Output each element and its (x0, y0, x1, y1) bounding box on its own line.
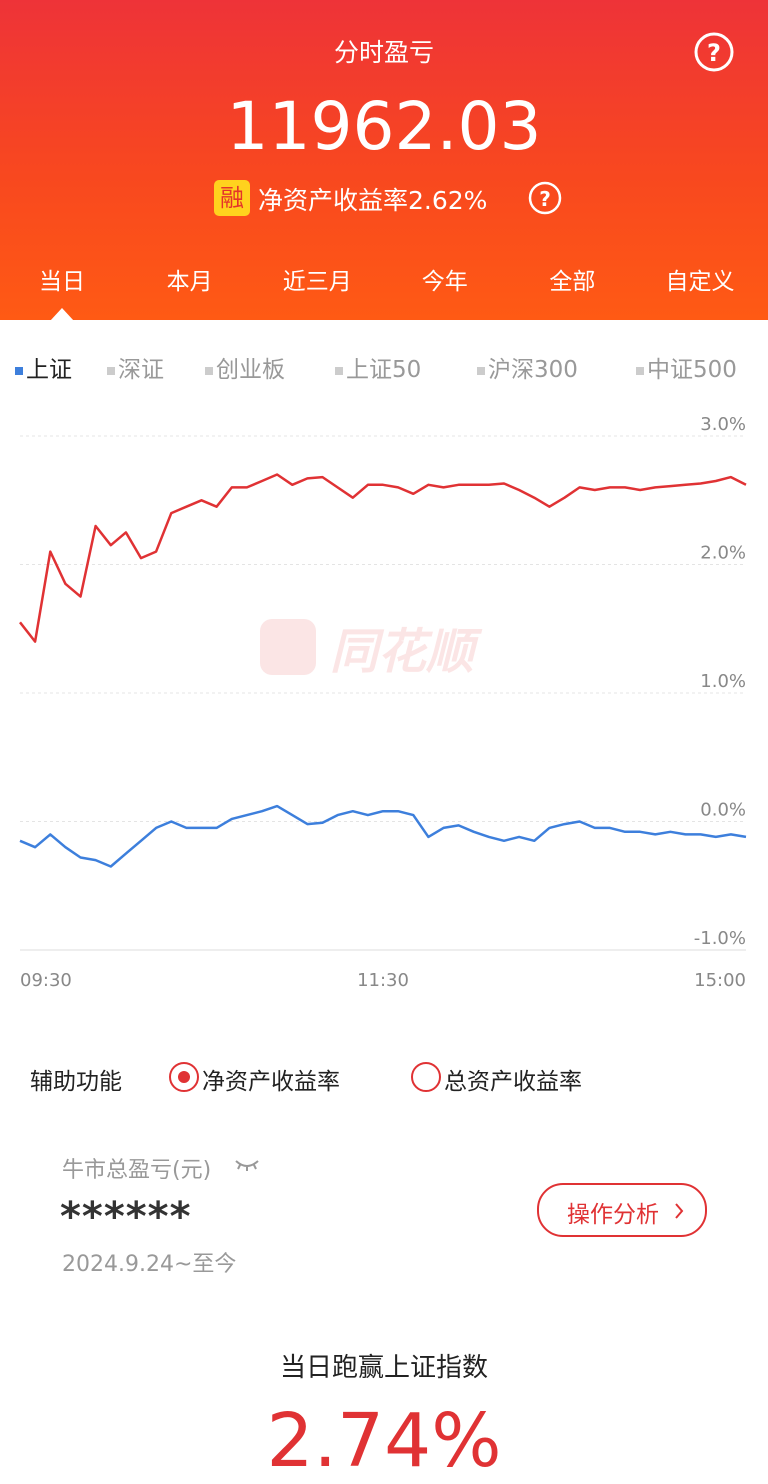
y-tick-label: 0.0% (700, 800, 746, 821)
summary-label: 牛市总盈亏(元) (62, 1158, 212, 1183)
amount: 11962.03 (226, 88, 542, 165)
chevron (675, 1203, 684, 1219)
y-tick-label: 3.0% (700, 414, 746, 435)
help-icon[interactable]: ? (526, 179, 564, 217)
watermark-text: 同花顺 (330, 624, 475, 680)
aux-label: 辅助功能 (30, 1069, 122, 1095)
chart: -1.0% 0.0% 1.0% 2.0% 3.0% 09:30 11:30 15:00 (19, 414, 747, 991)
aux-option[interactable]: 净资产收益率 (202, 1069, 340, 1095)
summary-value: ****** (60, 1194, 192, 1240)
index-tab[interactable]: 上证50 (335, 350, 421, 384)
watermark: 同花顺 (260, 612, 474, 682)
index-tab[interactable]: 上证 (15, 350, 72, 384)
period-tab[interactable]: 今年 (421, 269, 468, 295)
index-marker (335, 366, 343, 375)
radio[interactable] (410, 1060, 444, 1094)
series-line (19, 804, 747, 868)
index-tab[interactable]: 中证500 (636, 350, 737, 384)
eye-icon[interactable] (234, 1158, 260, 1172)
svg-text:?: ? (707, 39, 721, 67)
badge: 融 (214, 180, 250, 216)
index-tab-label: 上证50 (346, 357, 422, 383)
y-tick-label: 1.0% (700, 671, 746, 692)
summary-period: 2024.9.24~至今 (62, 1252, 237, 1277)
x-tick-label: 11:30 (357, 970, 409, 991)
index-tab-label: 沪深300 (488, 357, 578, 383)
index-marker (15, 366, 23, 375)
svg-text:?: ? (539, 187, 551, 211)
radio-checked[interactable] (168, 1060, 202, 1094)
period-tab[interactable]: 当日 (39, 269, 85, 295)
index-tab-label: 创业板 (216, 357, 285, 383)
index-marker (205, 366, 213, 375)
period-tab[interactable]: 全部 (549, 269, 596, 295)
title: 分时盈亏 (333, 38, 434, 67)
button-text: 操作分析 (567, 1202, 659, 1228)
x-tick-label: 15:00 (694, 970, 746, 991)
index-tab-label: 上证 (26, 357, 72, 383)
index-tab-label: 深证 (118, 357, 164, 383)
index-tab[interactable]: 沪深300 (477, 350, 578, 384)
period-tab[interactable]: 自定义 (665, 269, 735, 295)
index-tab[interactable]: 深证 (107, 350, 164, 384)
help-icon[interactable]: ? (692, 30, 736, 74)
series-line (19, 473, 747, 643)
aux-option[interactable]: 总资产收益率 (444, 1069, 582, 1095)
index-tab-label: 中证500 (647, 357, 737, 383)
period-tab[interactable]: 近三月 (282, 269, 352, 295)
y-tick-label: 2.0% (700, 543, 746, 564)
header: 分时盈亏 ? 11962.03 融 净资产收益率2.62% ? 当日 本月 近三月 今… (0, 0, 768, 321)
outperform-label: 当日跑赢上证指数 (279, 1353, 488, 1383)
x-tick-label: 09:30 (20, 970, 72, 991)
index-marker (477, 366, 485, 375)
index-marker (636, 366, 644, 375)
index-marker (107, 366, 115, 375)
y-tick-label: -1.0% (694, 928, 746, 949)
outperform-value: 2.74% (266, 1398, 502, 1484)
roe-label: 净资产收益率2.62% (258, 186, 488, 215)
tab-pointer (50, 308, 74, 321)
period-tab[interactable]: 本月 (166, 269, 213, 295)
analysis-button[interactable]: 操作分析 (537, 1183, 707, 1237)
index-tab[interactable]: 创业板 (205, 350, 285, 384)
